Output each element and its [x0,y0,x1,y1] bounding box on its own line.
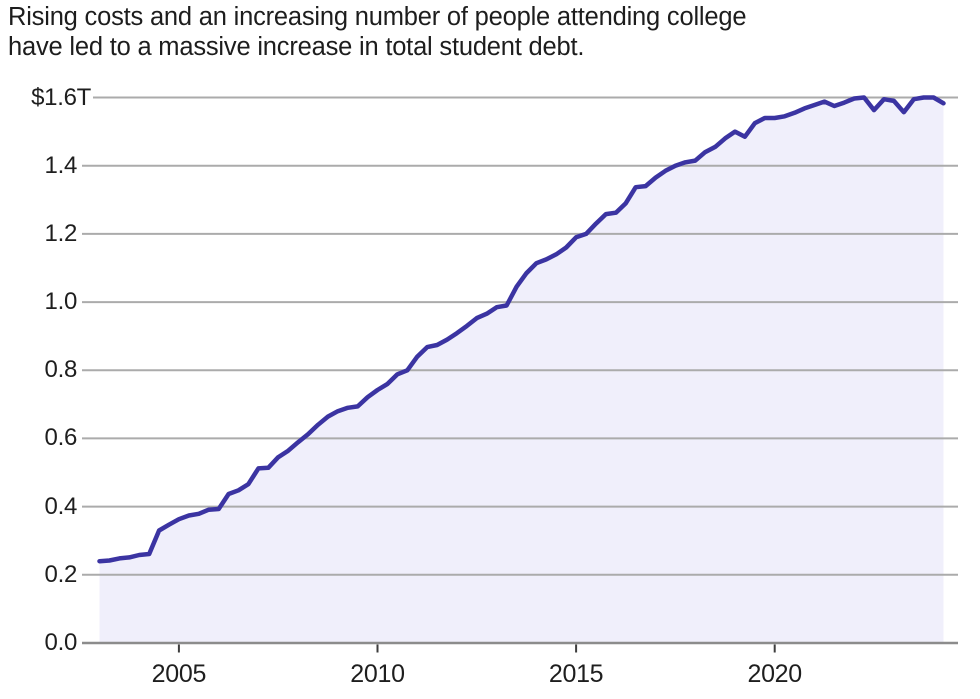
x-axis-label: 2015 [548,660,604,688]
y-axis-label: 0.6 [44,424,78,452]
y-axis-label: 0.0 [44,629,78,656]
y-axis-label: 1.2 [44,219,78,247]
debt-line [97,95,946,564]
y-axis-label: 1.0 [44,288,78,316]
chart-title-line2: have led to a massive increase in total … [8,33,585,61]
x-axis-label: 2005 [151,660,207,688]
y-axis-label: 0.2 [44,560,78,588]
chart-title: Rising costs and an increasing number of… [8,2,972,62]
y-axis-label: 1.4 [44,151,78,179]
y-axis-label: 0.4 [44,492,78,520]
y-axis-label: 0.8 [44,356,78,384]
y-axis-label: $1.6T [31,83,91,111]
x-axis-label: 2010 [350,660,405,688]
x-axis-label: 2020 [747,660,802,688]
chart-title-line1: Rising costs and an increasing number of… [8,3,747,31]
